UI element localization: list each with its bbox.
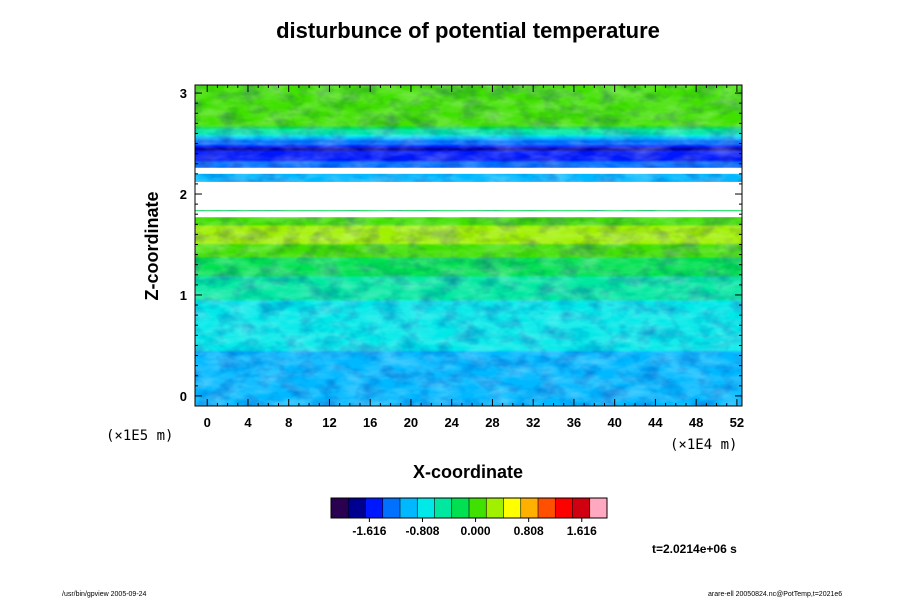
x-tick-label: 32 (526, 415, 540, 430)
x-tick-label: 16 (363, 415, 377, 430)
x-tick-label: 52 (730, 415, 744, 430)
blank-band-0 (195, 211, 742, 218)
blank-band-1 (195, 181, 742, 211)
y-axis-ticks: 0 1 2 3 (180, 86, 742, 404)
footer-left: /usr/bin/gpview 2005-09-24 (62, 591, 147, 598)
x-tick-label: 20 (404, 415, 418, 430)
y-axis-label: Z-coordinate (142, 191, 162, 300)
colorbar-tick-label: -1.616 (352, 524, 386, 538)
x-tick-label: 8 (285, 415, 292, 430)
plot-frame (194, 84, 743, 407)
y-unit-label: (×1E5 m) (106, 428, 173, 444)
x-tick-label: 36 (567, 415, 581, 430)
x-tick-label: 0 (204, 415, 211, 430)
x-axis-ticks: 0 4 8 12 16 20 24 28 32 36 40 44 48 52 (204, 85, 744, 430)
blank-band-2 (195, 167, 742, 174)
x-tick-label: 40 (607, 415, 621, 430)
colorbar-tick-label: -0.808 (405, 524, 439, 538)
colorbar-tick-label: 0.000 (461, 524, 491, 538)
time-label: t=2.0214e+06 s (652, 542, 737, 556)
x-axis-label: X-coordinate (413, 462, 523, 482)
chart-title: disturbunce of potential temperature (276, 18, 660, 43)
y-tick-label: 3 (180, 86, 187, 101)
x-tick-label: 4 (244, 415, 252, 430)
plot-area (195, 85, 742, 406)
y-tick-label: 0 (180, 389, 187, 404)
x-tick-label: 48 (689, 415, 703, 430)
colorbar-tick-label: 0.808 (514, 524, 544, 538)
x-tick-label: 12 (322, 415, 336, 430)
y-tick-label: 2 (180, 187, 187, 202)
x-tick-label: 28 (485, 415, 499, 430)
colorbar-tick-label: 1.616 (567, 524, 597, 538)
x-tick-label: 24 (444, 415, 459, 430)
x-tick-label: 44 (648, 415, 663, 430)
y-tick-label: 1 (180, 288, 187, 303)
colorbar-ticks: -1.616 -0.808 0.000 0.808 1.616 (330, 498, 608, 538)
field-texture-dark (195, 85, 742, 406)
blank-bands (195, 167, 742, 218)
x-unit-label: (×1E4 m) (670, 437, 737, 453)
footer-right: arare-ell 20050824.nc@PotTemp,t=2021e6 (708, 591, 842, 598)
colorbar: -1.616 -0.808 0.000 0.808 1.616 (330, 497, 608, 538)
